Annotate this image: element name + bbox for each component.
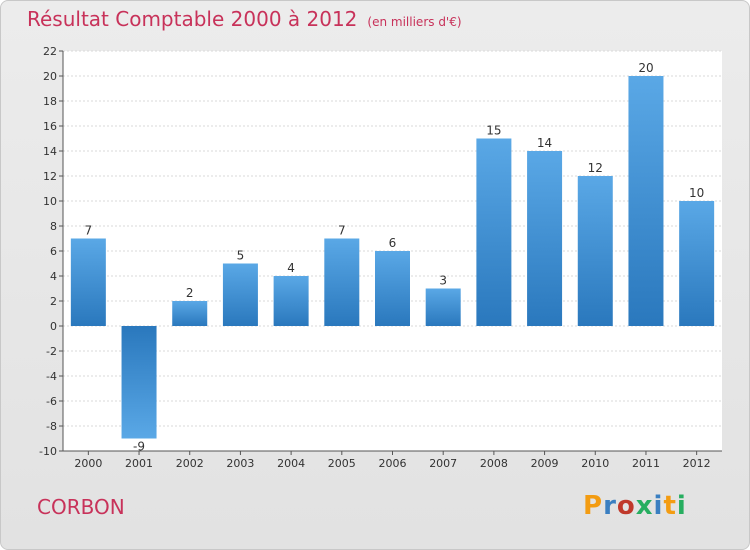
bar-2008	[476, 138, 512, 326]
x-tick-label: 2006	[379, 457, 407, 470]
chart-title-block: Résultat Comptable 2000 à 2012 (en millie…	[27, 7, 462, 31]
y-tick-label: 4	[50, 270, 57, 283]
bar-value-label: 15	[486, 124, 501, 138]
bar-2010	[577, 176, 613, 326]
y-tick-label: 14	[43, 145, 57, 158]
logo-letter: x	[635, 491, 654, 521]
bar-value-label: 10	[689, 186, 704, 200]
x-tick-label: 2000	[74, 457, 102, 470]
bar-2009	[527, 151, 563, 326]
y-tick-label: 18	[43, 95, 57, 108]
logo-letter: o	[616, 491, 636, 521]
x-tick-label: 2012	[683, 457, 711, 470]
bar-2006	[375, 251, 410, 326]
bar-2004	[273, 276, 309, 326]
x-tick-label: 2005	[328, 457, 356, 470]
x-tick-label: 2002	[176, 457, 204, 470]
bar-value-label: 20	[638, 61, 653, 75]
logo-letter: i	[653, 491, 664, 521]
x-tick-label: 2007	[429, 457, 457, 470]
bar-2005	[324, 238, 360, 326]
chart-subtitle: (en milliers d'€)	[367, 15, 462, 29]
x-tick-label: 2009	[531, 457, 559, 470]
x-tick-label: 2008	[480, 457, 508, 470]
axes	[59, 50, 722, 455]
bar-2007	[425, 288, 461, 326]
logo-letter: P	[583, 491, 604, 521]
bar-2003	[222, 263, 258, 326]
logo-letter: t	[663, 491, 677, 521]
y-tick-label: 2	[50, 295, 57, 308]
y-tick-label: 20	[43, 70, 57, 83]
proxiti-logo[interactable]: Proxiti	[583, 491, 687, 521]
bar-value-label: 4	[287, 261, 295, 275]
x-tick-label: 2011	[632, 457, 660, 470]
city-name: CORBON	[37, 495, 125, 519]
bar-value-label: 12	[588, 161, 603, 175]
logo-letter: i	[676, 491, 687, 521]
y-tick-label: -8	[46, 420, 57, 433]
y-tick-label: -10	[39, 445, 57, 458]
x-tick-label: 2010	[581, 457, 609, 470]
bar-2001	[121, 326, 157, 439]
x-tick-label: 2001	[125, 457, 153, 470]
bar-value-label: 2	[186, 286, 194, 300]
bar-value-label: 14	[537, 136, 552, 150]
x-tick-label: 2003	[226, 457, 254, 470]
bar-2012	[679, 201, 715, 326]
logo-letter: r	[603, 491, 617, 521]
bar-value-label: 7	[338, 224, 346, 238]
bar-value-label: -9	[133, 440, 145, 454]
bar-value-label: 6	[389, 236, 397, 250]
chart-title: Résultat Comptable 2000 à 2012	[27, 7, 358, 31]
bar-value-label: 5	[237, 249, 245, 263]
y-tick-label: 6	[50, 245, 57, 258]
bars	[70, 76, 715, 439]
bar-value-label: 7	[85, 224, 93, 238]
bar-2000	[70, 238, 106, 326]
x-tick-label: 2004	[277, 457, 305, 470]
labels: -10 -8 -6 -4 -2 0 2 4 6 8 10 12 14 16 18 20 22 7 2000 -9 200…	[39, 45, 711, 470]
y-tick-label: 12	[43, 170, 57, 183]
y-tick-label: -6	[46, 395, 57, 408]
y-tick-label: -2	[46, 345, 57, 358]
bar-value-label: 3	[439, 274, 447, 288]
bar-2011	[628, 76, 664, 326]
y-tick-label: 8	[50, 220, 57, 233]
y-tick-label: 10	[43, 195, 57, 208]
y-tick-label: -4	[46, 370, 57, 383]
y-tick-label: 16	[43, 120, 57, 133]
bar-2002	[172, 301, 208, 326]
y-tick-label: 22	[43, 45, 57, 58]
y-tick-label: 0	[50, 320, 57, 333]
